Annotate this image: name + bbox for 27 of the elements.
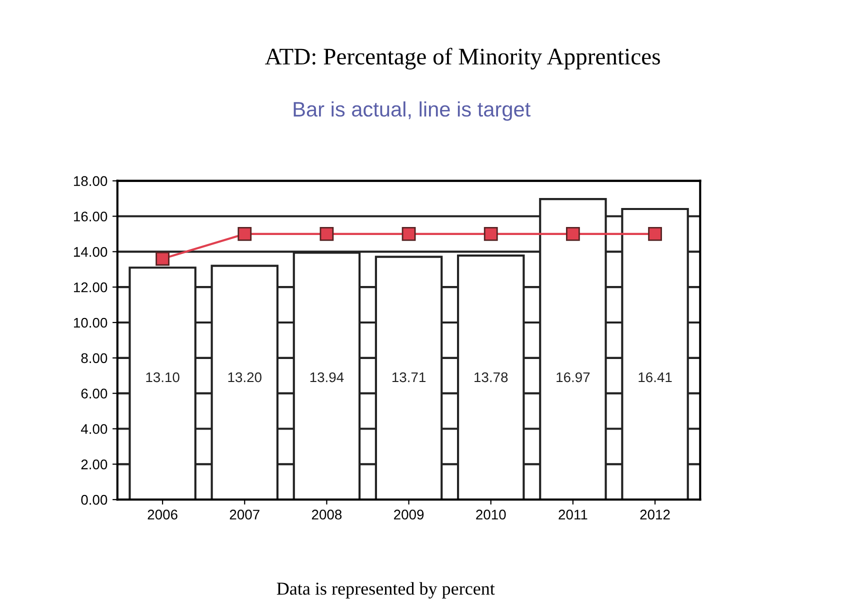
y-tick-label: 10.00 (74, 318, 108, 328)
y-tick-label: 12.00 (74, 282, 108, 292)
x-tick-label: 2011 (558, 510, 588, 520)
y-tick-label: 4.00 (80, 424, 108, 434)
y-tick-label: 8.00 (81, 353, 108, 364)
y-tick-label: 0.00 (81, 494, 108, 505)
x-tick-label: 2012 (640, 510, 670, 520)
data-label: 13.71 (392, 372, 426, 382)
y-tick-label: 14.00 (74, 247, 108, 257)
data-label: 16.41 (638, 372, 672, 382)
data-label: 13.94 (310, 372, 344, 382)
chart-title: ATD: Percentage of Minority Apprentices (264, 48, 660, 70)
x-tick-label: 2008 (312, 510, 342, 520)
y-tick-label: 2.00 (81, 460, 108, 470)
x-tick-label: 2010 (476, 510, 506, 520)
data-label: 13.78 (474, 372, 508, 382)
chart-subtitle: Bar is actual, line is target (294, 101, 530, 121)
y-tick-label: 6.00 (81, 388, 108, 399)
data-label: 13.20 (228, 372, 262, 382)
x-tick-label: 2009 (394, 510, 424, 520)
data-label: 13.10 (146, 372, 180, 382)
x-tick-label: 2006 (148, 510, 178, 520)
y-tick-label: 18.00 (74, 176, 108, 186)
data-label: 16.97 (556, 372, 590, 382)
text: Data is represented by percent (276, 582, 495, 599)
y-tick-label: 16.00 (74, 212, 108, 222)
x-tick-label: 2007 (230, 510, 260, 520)
